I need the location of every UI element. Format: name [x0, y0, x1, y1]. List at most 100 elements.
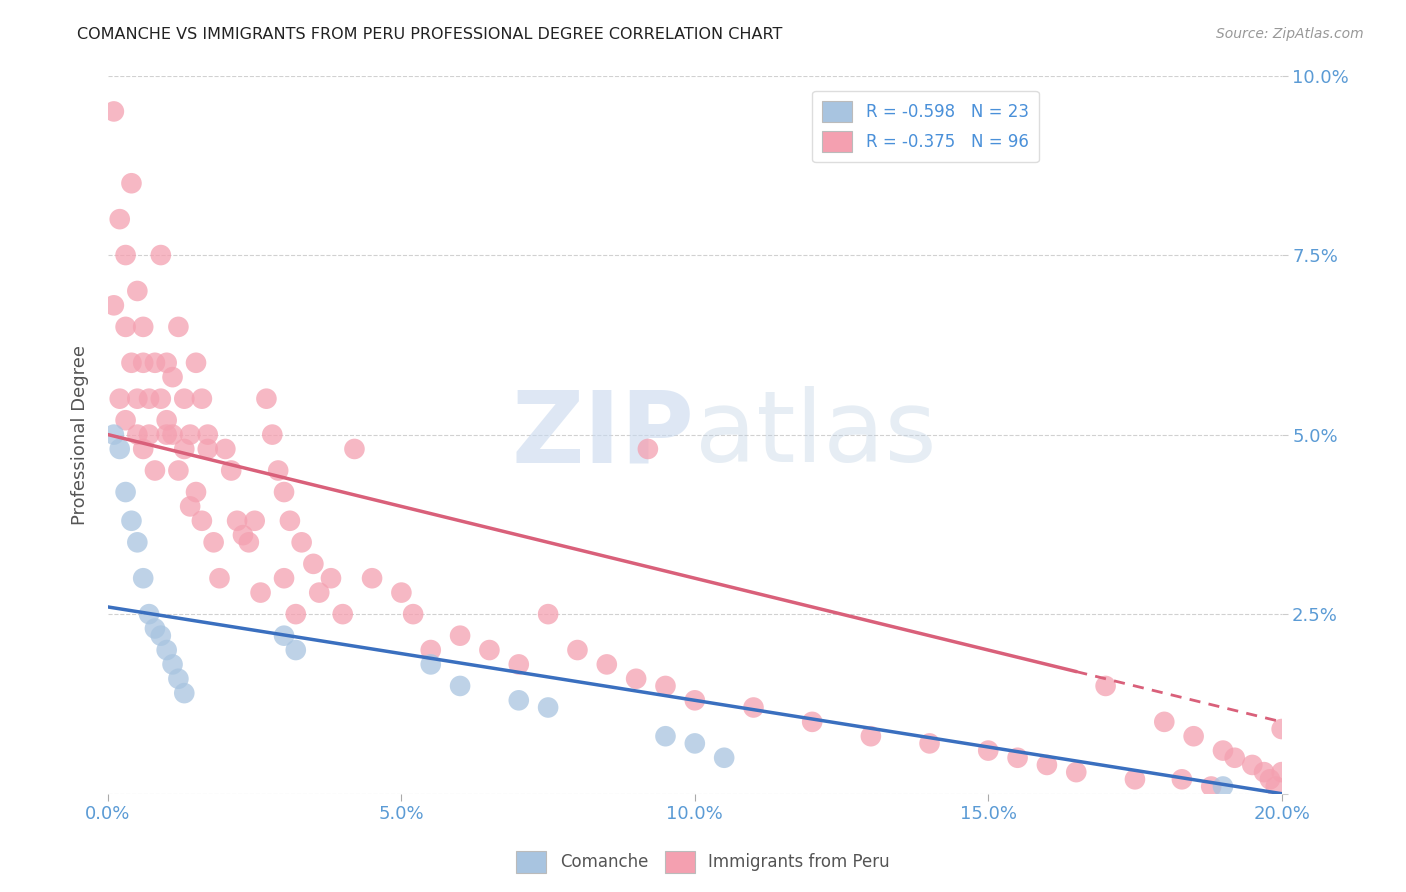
Legend: R = -0.598   N = 23, R = -0.375   N = 96: R = -0.598 N = 23, R = -0.375 N = 96 [813, 91, 1039, 162]
Point [449, 629, 471, 643]
Point [1271, 722, 1294, 736]
Point [202, 535, 225, 549]
Point [273, 485, 295, 500]
Point [1264, 780, 1286, 794]
Point [262, 427, 284, 442]
Point [173, 392, 195, 406]
Point [637, 442, 659, 456]
Point [156, 427, 179, 442]
Point [801, 714, 824, 729]
Point [162, 427, 184, 442]
Point [167, 672, 190, 686]
Point [191, 514, 214, 528]
Point [184, 485, 207, 500]
Point [132, 442, 155, 456]
Point [319, 571, 342, 585]
Point [918, 736, 941, 750]
Point [143, 622, 166, 636]
Point [184, 356, 207, 370]
Point [508, 657, 530, 672]
Point [419, 657, 441, 672]
Point [254, 392, 277, 406]
Point [419, 643, 441, 657]
Point [108, 212, 131, 227]
Point [1223, 751, 1246, 765]
Point [121, 176, 143, 190]
Point [537, 700, 560, 714]
Point [1153, 714, 1175, 729]
Point [121, 514, 143, 528]
Point [232, 528, 254, 542]
Point [173, 686, 195, 700]
Point [132, 571, 155, 585]
Point [167, 463, 190, 477]
Point [343, 442, 366, 456]
Point [219, 463, 242, 477]
Point [132, 356, 155, 370]
Point [654, 679, 676, 693]
Point [114, 413, 136, 427]
Point [238, 535, 260, 549]
Point [654, 729, 676, 743]
Point [537, 607, 560, 621]
Point [103, 427, 125, 442]
Text: COMANCHE VS IMMIGRANTS FROM PERU PROFESSIONAL DEGREE CORRELATION CHART: COMANCHE VS IMMIGRANTS FROM PERU PROFESS… [77, 27, 783, 42]
Point [273, 629, 295, 643]
Point [508, 693, 530, 707]
Point [226, 514, 249, 528]
Point [127, 535, 149, 549]
Point [156, 356, 179, 370]
Y-axis label: Professional Degree: Professional Degree [72, 344, 89, 524]
Point [173, 442, 195, 456]
Point [284, 607, 307, 621]
Point [1199, 780, 1222, 794]
Point [308, 585, 330, 599]
Point [742, 700, 765, 714]
Point [1271, 765, 1294, 780]
Point [449, 679, 471, 693]
Point [197, 427, 219, 442]
Point [1212, 743, 1234, 757]
Point [132, 319, 155, 334]
Point [191, 392, 214, 406]
Point [114, 319, 136, 334]
Point [179, 427, 201, 442]
Point [103, 104, 125, 119]
Point [1182, 729, 1205, 743]
Point [1036, 758, 1059, 772]
Point [179, 500, 201, 514]
Point [108, 442, 131, 456]
Point [167, 319, 190, 334]
Point [273, 571, 295, 585]
Point [127, 427, 149, 442]
Point [302, 557, 325, 571]
Point [977, 743, 1000, 757]
Point [103, 298, 125, 312]
Point [332, 607, 354, 621]
Point [1241, 758, 1264, 772]
Point [284, 643, 307, 657]
Point [1007, 751, 1029, 765]
Point [624, 672, 647, 686]
Point [149, 248, 172, 262]
Point [1171, 772, 1194, 787]
Point [243, 514, 266, 528]
Point [291, 535, 314, 549]
Point [149, 392, 172, 406]
Point [389, 585, 412, 599]
Point [567, 643, 589, 657]
Point [114, 485, 136, 500]
Point [859, 729, 882, 743]
Point [361, 571, 384, 585]
Point [197, 442, 219, 456]
Point [1123, 772, 1146, 787]
Point [1094, 679, 1116, 693]
Point [713, 751, 735, 765]
Point [127, 392, 149, 406]
Point [138, 427, 160, 442]
Point [114, 248, 136, 262]
Text: ZIP: ZIP [512, 386, 695, 483]
Point [1253, 765, 1275, 780]
Point [683, 693, 706, 707]
Point [162, 657, 184, 672]
